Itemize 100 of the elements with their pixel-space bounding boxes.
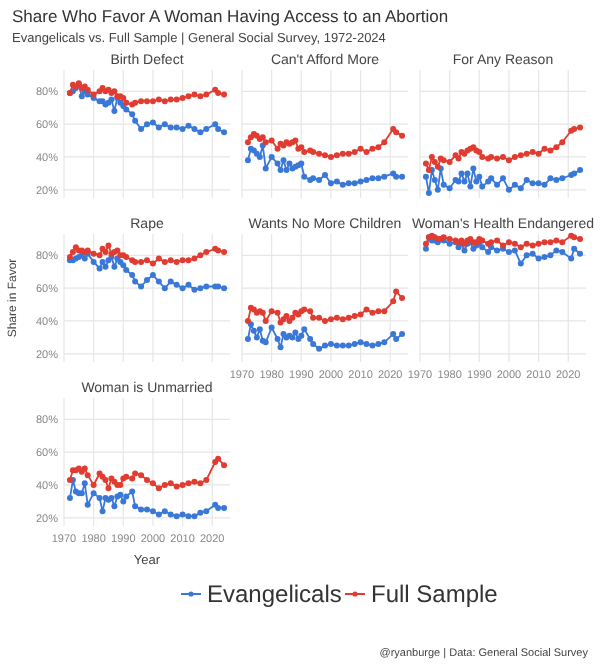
point bbox=[339, 316, 346, 323]
point bbox=[369, 145, 376, 152]
point bbox=[123, 267, 130, 274]
point bbox=[132, 470, 139, 477]
point bbox=[96, 252, 103, 259]
point bbox=[185, 122, 192, 129]
point bbox=[339, 181, 346, 188]
point bbox=[149, 508, 156, 515]
point bbox=[473, 178, 480, 185]
point bbox=[173, 124, 180, 131]
point bbox=[221, 249, 228, 256]
point bbox=[535, 255, 542, 262]
point bbox=[577, 124, 584, 131]
chart-title: Share Who Favor A Woman Having Access to an Abortion bbox=[12, 6, 449, 26]
point bbox=[274, 160, 281, 167]
point bbox=[547, 252, 554, 259]
point bbox=[523, 252, 530, 259]
point bbox=[221, 504, 228, 511]
point bbox=[559, 249, 566, 256]
point bbox=[351, 313, 358, 320]
point bbox=[485, 249, 492, 256]
point bbox=[292, 329, 299, 336]
point bbox=[84, 472, 91, 479]
point bbox=[132, 503, 139, 510]
point bbox=[138, 283, 145, 290]
point bbox=[316, 345, 323, 352]
point bbox=[105, 485, 112, 492]
point bbox=[357, 311, 364, 318]
point bbox=[102, 263, 109, 270]
point bbox=[500, 153, 506, 160]
point bbox=[203, 91, 210, 98]
point bbox=[197, 285, 204, 292]
point bbox=[571, 245, 578, 252]
point bbox=[96, 265, 103, 272]
point bbox=[363, 149, 370, 156]
point bbox=[132, 117, 139, 124]
point bbox=[345, 150, 352, 157]
point bbox=[553, 247, 560, 254]
point bbox=[399, 331, 406, 338]
point bbox=[173, 281, 180, 288]
point bbox=[390, 298, 397, 305]
point bbox=[369, 309, 376, 316]
point bbox=[393, 288, 400, 295]
point bbox=[559, 175, 566, 182]
point bbox=[90, 258, 97, 265]
point bbox=[129, 488, 136, 495]
point bbox=[167, 257, 174, 264]
point bbox=[322, 152, 328, 159]
point bbox=[179, 94, 186, 101]
point bbox=[494, 247, 501, 254]
point bbox=[155, 511, 162, 518]
point bbox=[191, 91, 198, 98]
point bbox=[149, 98, 156, 105]
point bbox=[523, 176, 530, 183]
point bbox=[307, 308, 314, 315]
point bbox=[327, 153, 334, 160]
point bbox=[274, 336, 281, 343]
point bbox=[511, 240, 518, 247]
point bbox=[535, 180, 542, 187]
point bbox=[351, 180, 358, 187]
point bbox=[161, 258, 168, 265]
point bbox=[500, 175, 506, 182]
point bbox=[446, 235, 453, 242]
point bbox=[577, 235, 584, 242]
point bbox=[464, 170, 471, 177]
point bbox=[310, 314, 317, 321]
point bbox=[90, 250, 97, 257]
point bbox=[393, 336, 400, 343]
point bbox=[167, 278, 174, 285]
point bbox=[375, 175, 382, 182]
point bbox=[446, 185, 453, 192]
point bbox=[274, 145, 281, 152]
point bbox=[105, 242, 112, 249]
point bbox=[268, 324, 275, 331]
point bbox=[90, 490, 97, 497]
point bbox=[425, 190, 432, 197]
point bbox=[111, 108, 118, 115]
point bbox=[244, 139, 251, 146]
point bbox=[167, 480, 174, 487]
point bbox=[301, 326, 308, 333]
point bbox=[167, 511, 174, 518]
point bbox=[149, 119, 156, 126]
point bbox=[155, 124, 162, 131]
point bbox=[431, 176, 438, 183]
point bbox=[191, 286, 198, 293]
point bbox=[167, 124, 174, 131]
point bbox=[467, 183, 474, 190]
point bbox=[90, 481, 97, 488]
point bbox=[161, 98, 168, 105]
point bbox=[327, 180, 334, 187]
point bbox=[345, 180, 352, 187]
point bbox=[494, 155, 501, 162]
point bbox=[99, 258, 106, 265]
point bbox=[393, 129, 400, 136]
point bbox=[357, 339, 364, 346]
point bbox=[244, 336, 251, 343]
point bbox=[250, 327, 257, 334]
point bbox=[310, 340, 317, 347]
point bbox=[327, 340, 334, 347]
point bbox=[357, 178, 364, 185]
